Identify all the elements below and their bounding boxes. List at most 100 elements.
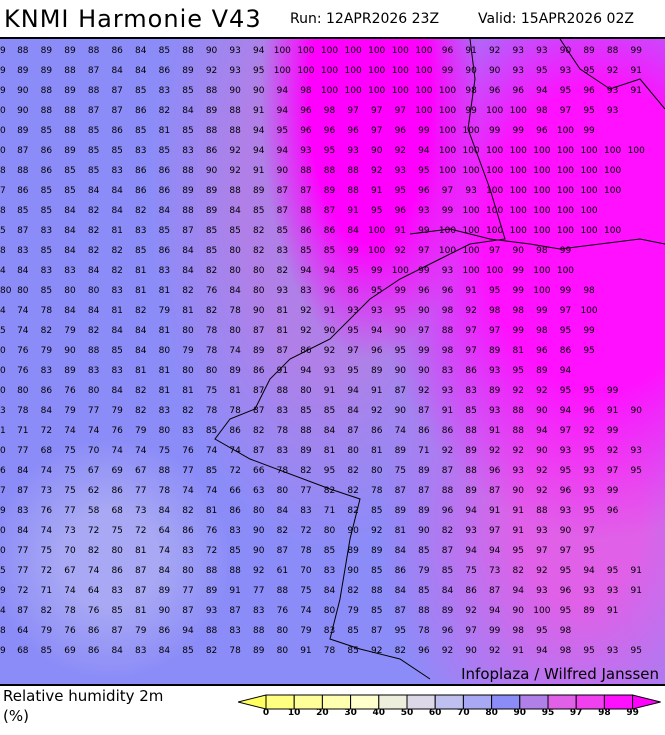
humidity-value: 93: [606, 586, 619, 596]
humidity-value: 100: [273, 46, 291, 56]
humidity-value: 84: [64, 306, 76, 316]
humidity-value: 100: [509, 166, 527, 176]
humidity-value: 6: [0, 466, 6, 476]
humidity-value: 83: [229, 526, 241, 536]
humidity-value: 91: [606, 606, 619, 616]
humidity-value: 100: [556, 186, 575, 196]
humidity-value: 98: [300, 86, 312, 96]
humidity-value: 89: [253, 186, 265, 196]
humidity-value: 84: [135, 66, 147, 76]
humidity-value: 84: [229, 286, 241, 296]
humidity-value: 81: [158, 366, 171, 376]
humidity-value: 94: [512, 586, 524, 596]
humidity-value: 86: [182, 526, 194, 536]
humidity-value: 87: [182, 226, 194, 236]
humidity-value: 82: [87, 246, 100, 256]
humidity-value: 83: [17, 506, 29, 516]
humidity-value: 94: [536, 426, 548, 436]
humidity-value: 80: [182, 326, 194, 336]
humidity-value: 79: [135, 426, 147, 436]
humidity-value: 84: [276, 506, 289, 516]
humidity-value: 78: [229, 646, 241, 656]
humidity-value: 72: [40, 566, 53, 576]
humidity-value: 75: [64, 466, 76, 476]
humidity-value: 67: [87, 466, 100, 476]
humidity-value: 87: [441, 466, 454, 476]
humidity-value: 100: [320, 46, 339, 56]
humidity-value: 91: [512, 646, 524, 656]
humidity-value: 80: [229, 266, 241, 276]
humidity-value: 75: [300, 586, 312, 596]
humidity-value: 97: [465, 326, 477, 336]
humidity-value: 97: [559, 306, 572, 316]
humidity-value: 88: [17, 46, 29, 56]
humidity-value: 90: [370, 146, 383, 156]
value-row: 0 89 85 88 85 86 85 81 85 88 88 94 95 96 96 96 97 96 99 100…: [0, 125, 601, 137]
humidity-value: 90: [253, 306, 265, 316]
humidity-value: 79: [300, 626, 312, 636]
humidity-value: 95: [512, 366, 524, 376]
humidity-value: 78: [276, 466, 289, 476]
humidity-value: 92: [441, 646, 454, 656]
humidity-value: 76: [40, 506, 53, 516]
humidity-value: 9: [0, 86, 6, 96]
humidity-value: 79: [64, 326, 76, 336]
humidity-value: 89: [347, 546, 359, 556]
humidity-value: 100: [486, 106, 504, 116]
humidity-value: 100: [297, 46, 315, 56]
humidity-value: 85: [182, 126, 194, 136]
humidity-value: 88: [606, 46, 619, 56]
humidity-value: 96: [441, 286, 454, 296]
humidity-value: 89: [583, 606, 595, 616]
value-row: 0 77 75 70 82 80 81 74 83 72 85 90 87 78 85 89 89 84 85 87 9…: [0, 545, 601, 557]
humidity-value: 82: [182, 506, 194, 516]
humidity-value: 93: [488, 366, 501, 376]
humidity-value: 95: [583, 386, 595, 396]
humidity-value: 83: [111, 166, 123, 176]
humidity-value: 0: [0, 386, 6, 396]
humidity-value: 100: [486, 266, 504, 276]
value-row: 0 84 74 73 72 75 72 64 86 76 83 90 82 72 80 90 92 81 90 82 9…: [0, 525, 601, 537]
humidity-value: 82: [205, 266, 218, 276]
humidity-value: 74: [64, 426, 76, 436]
humidity-value: 99: [630, 46, 642, 56]
humidity-value: 85: [253, 206, 265, 216]
humidity-value: 88: [40, 86, 53, 96]
value-row: 80 80 85 80 80 83 81 81 82 76 84 80 93 83 96 86 95 99 96 96…: [0, 285, 601, 297]
humidity-value: 97: [559, 426, 572, 436]
humidity-value: 82: [111, 266, 123, 276]
humidity-value: 74: [205, 446, 218, 456]
humidity-value: 85: [323, 546, 336, 556]
humidity-value: 95: [559, 466, 572, 476]
legend-label: Relative humidity 2m (%): [3, 686, 163, 726]
humidity-value: 89: [394, 446, 407, 456]
humidity-value: 93: [465, 526, 477, 536]
humidity-value: 86: [158, 186, 171, 196]
humidity-value: 87: [276, 546, 289, 556]
humidity-value: 95: [394, 306, 407, 316]
humidity-value: 90: [205, 166, 218, 176]
value-row: 9 88 89 89 88 86 84 85 88 90 93 94 100 100 100 100 100 10…: [0, 45, 648, 57]
humidity-value: 99: [583, 126, 595, 136]
humidity-value: 100: [533, 206, 551, 216]
humidity-value: 90: [465, 646, 477, 656]
humidity-value: 84: [158, 506, 171, 516]
humidity-value: 4: [0, 606, 6, 616]
humidity-value: 100: [533, 146, 551, 156]
humidity-value: 99: [394, 286, 407, 296]
humidity-value: 94: [276, 146, 289, 156]
humidity-value: 78: [323, 646, 336, 656]
humidity-value: 76: [205, 286, 218, 296]
humidity-value: 100: [368, 66, 386, 76]
humidity-value: 90: [488, 66, 501, 76]
humidity-value: 87: [135, 586, 147, 596]
humidity-value: 68: [17, 646, 29, 656]
legend-tick: 95: [541, 708, 555, 718]
humidity-value: 58: [87, 506, 100, 516]
humidity-value: 67: [135, 466, 147, 476]
humidity-value: 76: [87, 606, 100, 616]
humidity-value: 90: [418, 366, 430, 376]
humidity-value: 0: [0, 546, 6, 556]
humidity-value: 92: [583, 426, 595, 436]
humidity-value: 9: [0, 66, 6, 76]
